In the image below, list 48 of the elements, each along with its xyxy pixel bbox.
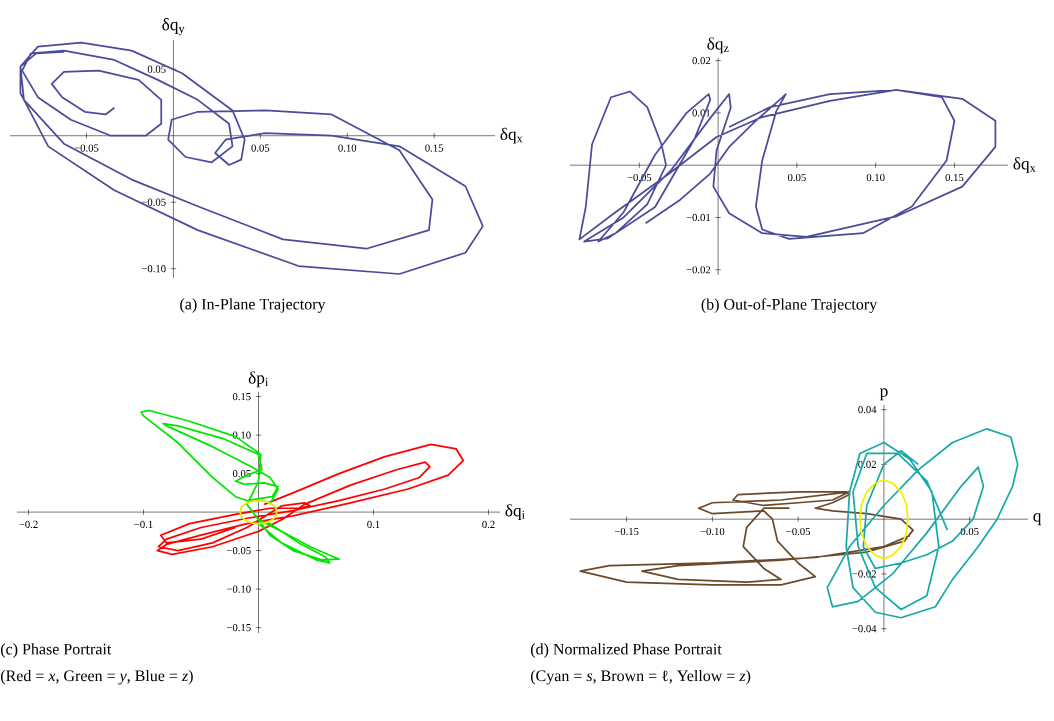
line-series [579,490,914,586]
y-tick-label: −0.10 [226,585,251,593]
y-axis-title: δq$_{z}$ [707,37,729,54]
y-tick-label: −0.04 [852,625,877,633]
text: (Cyan = s, Brown = ℓ, Yellow = z) [530,669,751,685]
y-tick-label: −0.05 [226,546,251,555]
y-tick-label: −0.10 [141,265,166,273]
y-axis-title: p [879,388,888,401]
x-tick-label: 0.10 [338,144,357,152]
text: (d) Normalized Phase Portrait [530,643,722,658]
x-tick-label: −0.2 [19,520,38,529]
y-tick-label: −0.15 [226,623,251,632]
text: (a) In-Plane Trajectory [180,298,326,313]
x-tick-label: 0.05 [251,144,270,152]
text: (b) Out-of-Plane Trajectory [701,298,878,313]
x-tick-label: 0.10 [866,173,885,182]
y-axis-title: δp$_{i}$ [248,371,269,388]
x-tick-label: 0.05 [787,173,806,182]
y-axis-title: δq$_{y}$ [162,18,185,36]
line-series [578,89,997,243]
x-tick-label: −0.1 [134,520,153,529]
y-tick-label: 0.02 [692,56,711,65]
y-tick-label: 0.15 [232,392,251,401]
line-series [239,499,278,525]
x-tick-label: −0.05 [786,527,811,536]
x-axis-title: δq$_{x}$ [500,127,523,144]
line-series [826,427,1019,619]
x-tick-label: 0.15 [945,173,964,182]
x-axis-title: δq$_{i}$ [505,504,525,520]
x-tick-label: −0.05 [74,144,99,152]
y-tick-label: −0.05 [141,198,166,206]
x-tick-label: 0.1 [367,520,380,529]
x-tick-label: 0.2 [482,520,495,529]
y-tick-label: 0.04 [858,406,877,414]
y-tick-label: −0.01 [686,213,711,222]
x-tick-label: 0.15 [425,144,444,152]
x-axis-title: δq$_{x}$ [1013,157,1036,174]
x-tick-label: −0.15 [614,527,639,536]
line-series [19,41,484,275]
y-tick-label: −0.02 [686,266,711,274]
text: (Red = x, Green = y, Blue = z) [0,669,193,685]
y-tick-label: 0.05 [147,65,166,73]
line-series [859,479,909,560]
y-tick-label: 0.05 [232,469,251,478]
x-tick-label: −0.10 [700,527,725,536]
text: (c) Phase Portrait [0,643,112,658]
x-axis-title: q [1033,513,1042,526]
line-series [156,443,465,556]
